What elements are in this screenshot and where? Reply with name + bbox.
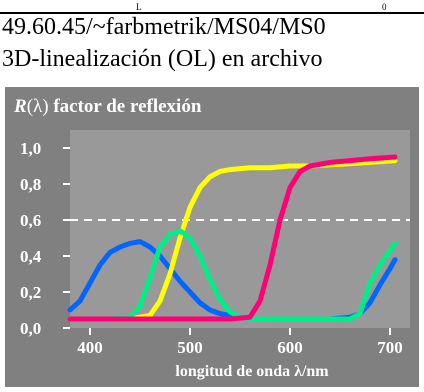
series-line-2 — [67, 228, 398, 322]
y-tick-label: 0,6 — [20, 211, 41, 230]
y-tick-label: 0,2 — [20, 283, 41, 302]
chart-title: R(λ) factor de reflexión — [13, 96, 202, 117]
url-text: 49.60.45/~farbmetrik/MS04/MS0 — [2, 14, 326, 40]
top-mark-right: 0 — [382, 2, 387, 12]
x-tick-label: 600 — [277, 338, 303, 357]
x-tick-label: 700 — [377, 338, 403, 357]
y-tick-label: 0,0 — [20, 319, 41, 338]
x-tick-label: 500 — [177, 338, 203, 357]
y-tick-label: 1,0 — [20, 139, 41, 158]
top-rule — [0, 12, 424, 14]
description-text: 3D-linealización (OL) en archivo — [2, 46, 323, 72]
top-band: L 0 — [0, 0, 424, 12]
y-tick-label: 0,8 — [20, 175, 41, 194]
x-tick-label: 400 — [77, 338, 103, 357]
y-tick-label: 0,4 — [20, 247, 42, 266]
x-axis-label: longitud de onda λ/nm — [175, 363, 329, 380]
top-mark-left: L — [136, 2, 142, 12]
series-line-3 — [67, 154, 398, 322]
